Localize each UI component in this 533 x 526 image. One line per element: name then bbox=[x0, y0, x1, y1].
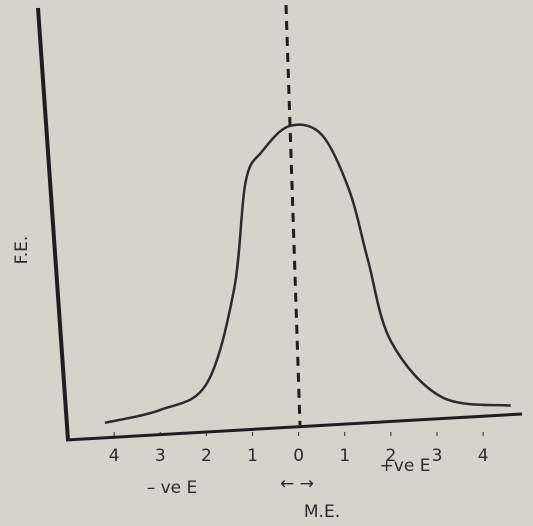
x-tick-label: 3 bbox=[432, 446, 443, 466]
x-tick-label: 1 bbox=[339, 446, 350, 466]
y-axis-label: F.E. bbox=[12, 236, 32, 265]
x-tick-label: 0 bbox=[293, 446, 304, 466]
annotation: +ve E bbox=[380, 456, 431, 476]
y-axis bbox=[36, 7, 70, 441]
x-tick-label: 4 bbox=[109, 446, 120, 466]
annotation: ← → bbox=[280, 474, 314, 494]
x-axis bbox=[65, 412, 523, 442]
x-tick-label: 2 bbox=[201, 446, 212, 466]
annotation: – ve E bbox=[147, 478, 198, 498]
x-tick-label: 4 bbox=[478, 446, 489, 466]
x-tick-label: 1 bbox=[247, 446, 258, 466]
x-axis-label: M.E. bbox=[304, 502, 340, 522]
x-tick-label: 2 bbox=[385, 446, 396, 466]
x-tick-label: 3 bbox=[155, 446, 166, 466]
curve bbox=[104, 123, 511, 425]
center-line bbox=[284, 4, 302, 426]
